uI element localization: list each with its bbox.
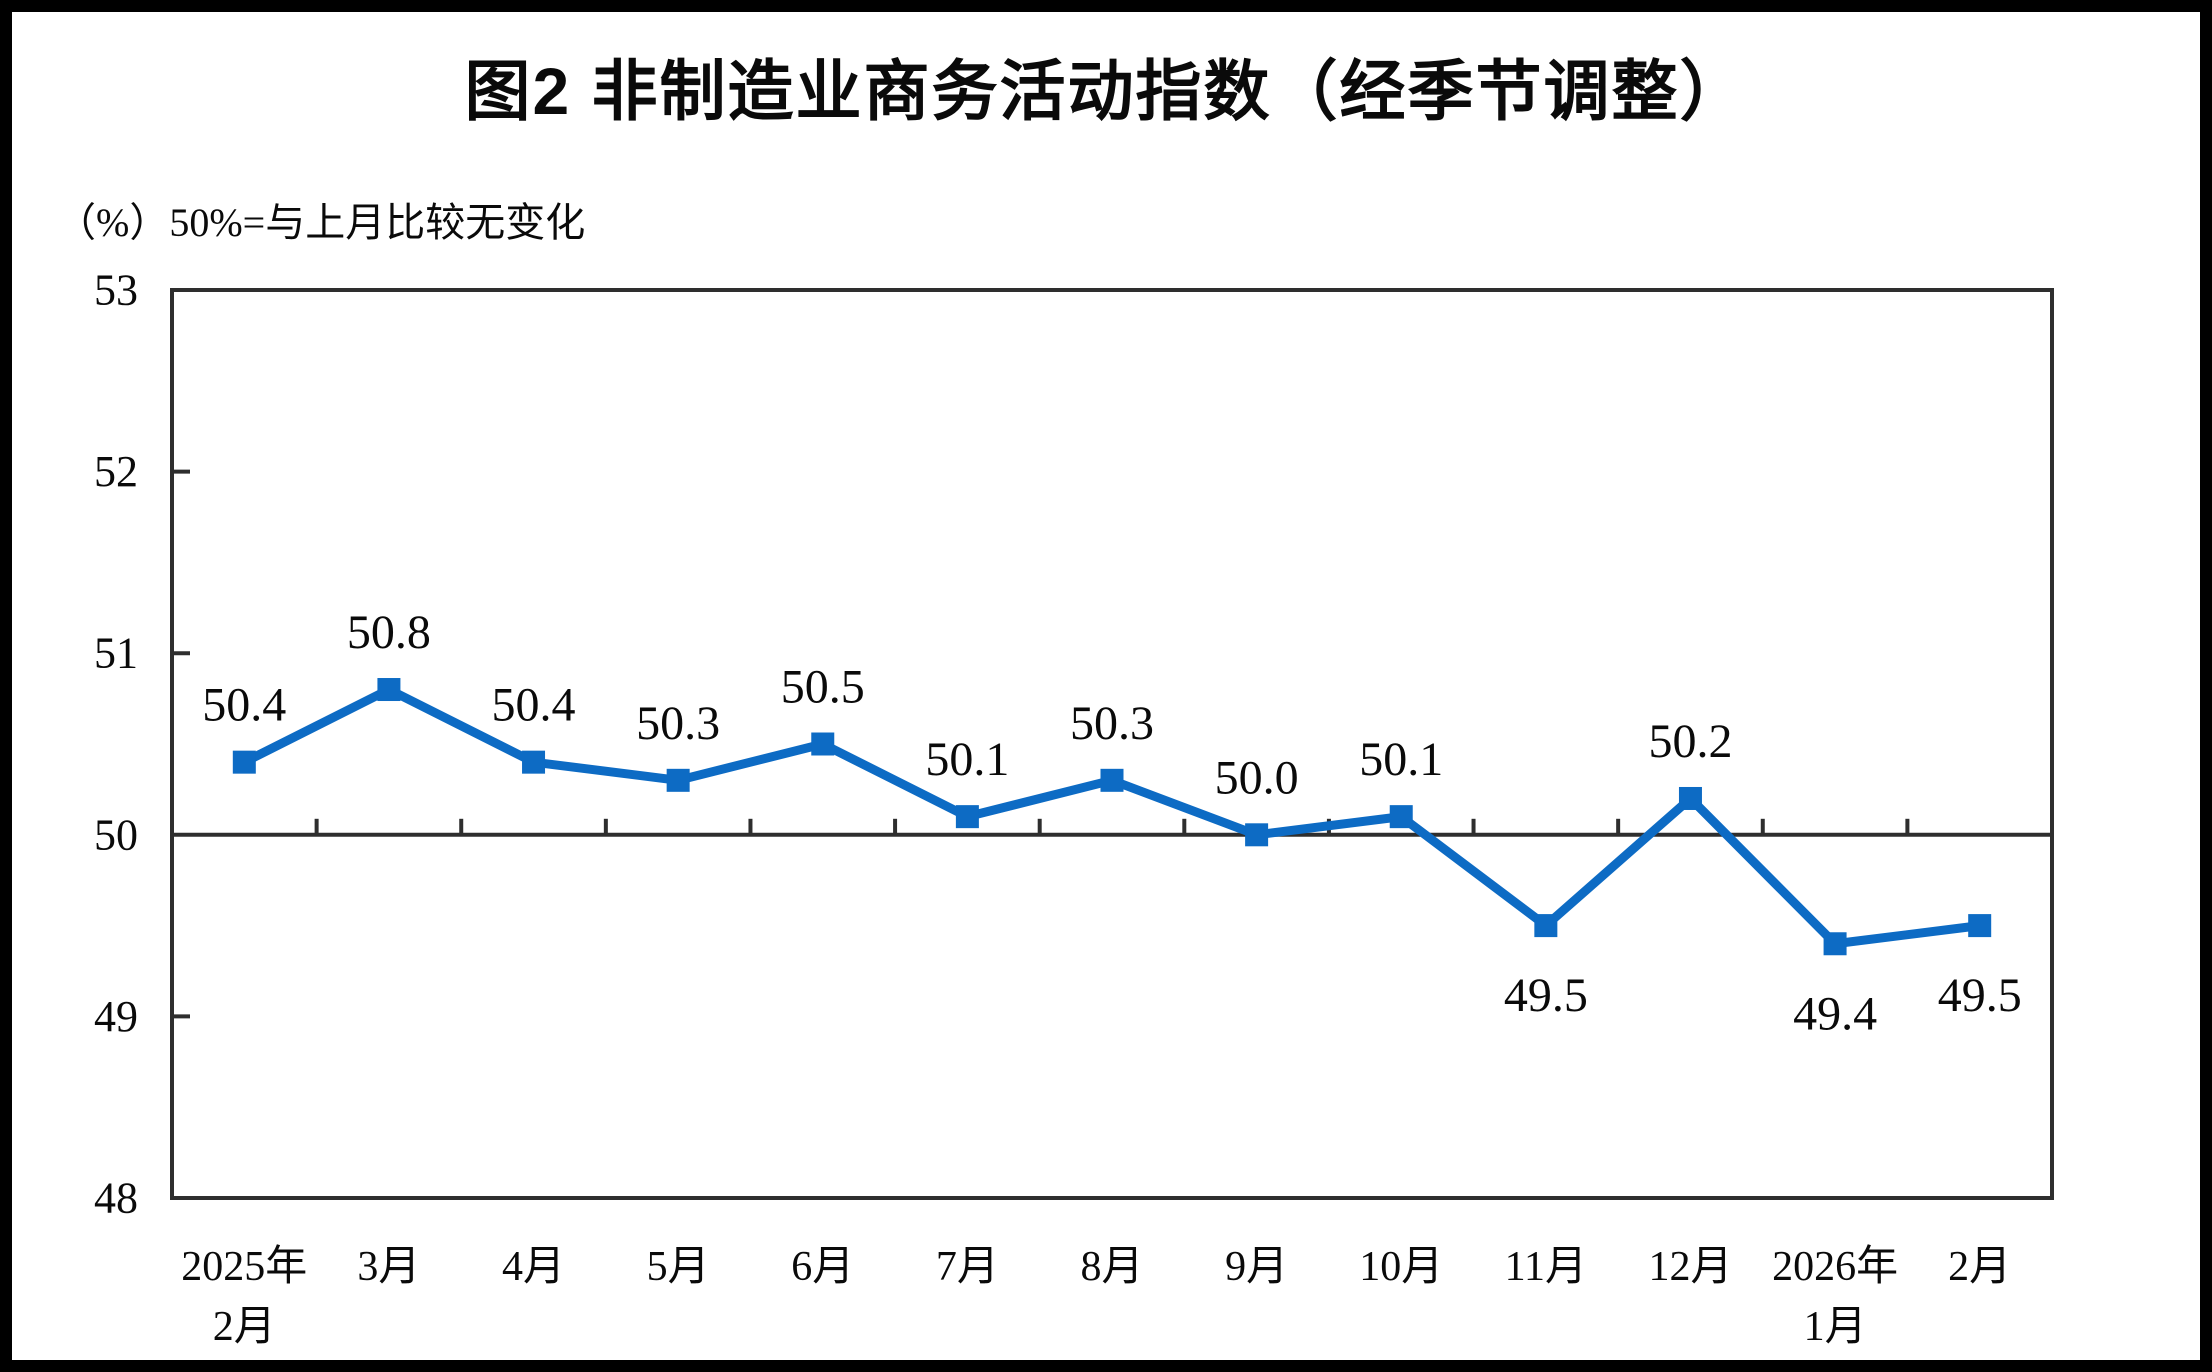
x-axis-category-label: 12月	[1648, 1244, 1732, 1290]
data-point-marker	[955, 805, 979, 829]
x-axis-category-label: 10月	[1359, 1244, 1443, 1290]
data-point-label: 50.1	[925, 733, 1009, 786]
x-axis-category-label: 6月	[791, 1244, 854, 1290]
data-point-marker	[1389, 805, 1413, 829]
data-point-label: 50.3	[636, 697, 720, 750]
data-point-label: 49.5	[1938, 969, 2022, 1022]
data-point-label: 50.1	[1359, 733, 1443, 786]
x-axis-category-label: 7月	[936, 1244, 999, 1290]
axis-unit-note: （%）50%=与上月比较无变化	[56, 200, 586, 245]
data-point-label: 50.2	[1648, 715, 1732, 768]
x-axis-category-label: 8月	[1080, 1244, 1143, 1290]
chart-title: 图2 非制造业商务活动指数（经季节调整）	[464, 54, 1748, 128]
data-point-label: 49.4	[1793, 987, 1877, 1040]
y-axis-tick-label: 53	[94, 266, 138, 315]
x-axis-category-label: 2025年 2月	[181, 1243, 307, 1350]
data-point-label: 50.8	[347, 606, 431, 659]
y-axis-tick-label: 52	[94, 447, 138, 496]
data-point-marker	[1534, 914, 1558, 938]
x-axis-category-label: 11月	[1505, 1244, 1587, 1290]
data-point-marker	[1968, 914, 1992, 938]
data-point-marker	[1823, 932, 1847, 956]
data-point-label: 50.0	[1215, 751, 1299, 804]
data-point-marker	[377, 678, 401, 702]
x-axis-category-label: 5月	[647, 1244, 710, 1290]
data-point-label: 50.4	[202, 679, 286, 732]
y-axis-tick-label: 51	[94, 629, 138, 678]
y-axis-tick-label: 50	[94, 810, 138, 859]
y-axis-tick-label: 49	[94, 992, 138, 1041]
data-point-marker	[666, 768, 690, 792]
x-axis-category-label: 3月	[357, 1244, 420, 1290]
x-axis-category-label: 2月	[1948, 1244, 2011, 1290]
x-axis-category-label: 4月	[502, 1244, 565, 1290]
chart-canvas: 图2 非制造业商务活动指数（经季节调整） （%）50%=与上月比较无变化 48 4…	[12, 12, 2200, 1360]
data-point-marker	[522, 750, 546, 774]
line-chart: 48 49 50 51 52 53 2025年 2月 3月 4月 5月 6月 7月 8月 9月 10月 11月 1…	[94, 266, 2054, 1350]
x-axis-category-label: 2026年 1月	[1772, 1243, 1898, 1350]
data-point-marker	[232, 750, 256, 774]
data-point-label: 50.5	[781, 661, 865, 714]
plot-frame	[170, 288, 2054, 1200]
data-point-marker	[1678, 786, 1702, 810]
data-point-marker	[811, 732, 835, 756]
x-axis-category-label: 9月	[1225, 1244, 1288, 1290]
data-point-label: 50.4	[492, 679, 576, 732]
data-point-label: 49.5	[1504, 969, 1588, 1022]
data-point-marker	[1100, 768, 1124, 792]
data-point-marker	[1245, 823, 1269, 847]
y-axis-tick-label: 48	[94, 1174, 138, 1223]
data-point-label: 50.3	[1070, 697, 1154, 750]
